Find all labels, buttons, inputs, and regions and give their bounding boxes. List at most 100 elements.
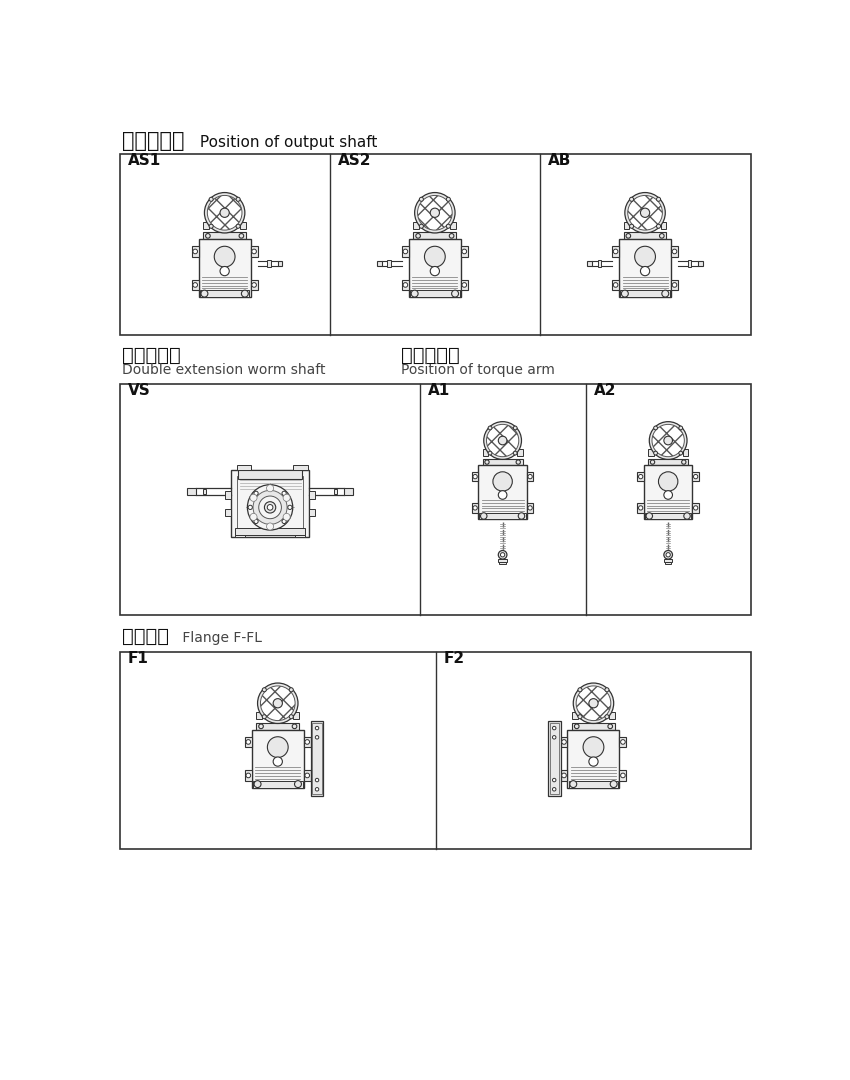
Bar	[665, 562, 672, 564]
Text: AS2: AS2	[337, 153, 371, 168]
Circle shape	[679, 427, 683, 430]
Circle shape	[273, 699, 282, 707]
Circle shape	[562, 773, 566, 778]
Circle shape	[573, 683, 614, 724]
Circle shape	[576, 686, 611, 720]
Circle shape	[488, 451, 492, 455]
Circle shape	[662, 291, 669, 297]
Circle shape	[258, 724, 264, 729]
Circle shape	[416, 233, 421, 239]
Text: Double extension worm shaft: Double extension worm shaft	[122, 363, 326, 377]
Bar	[548, 721, 560, 796]
Circle shape	[652, 424, 684, 457]
Bar	[479, 465, 527, 519]
Bar	[237, 464, 251, 470]
Bar	[251, 280, 258, 291]
Circle shape	[650, 460, 654, 464]
Bar	[550, 724, 558, 794]
Circle shape	[239, 233, 244, 239]
Circle shape	[315, 735, 319, 739]
Text: VS: VS	[128, 383, 150, 399]
Bar	[612, 280, 619, 291]
Bar	[619, 240, 671, 297]
Bar	[402, 280, 409, 291]
Circle shape	[654, 427, 657, 430]
Circle shape	[501, 553, 505, 557]
Circle shape	[294, 781, 302, 787]
Text: Position of output shaft: Position of output shaft	[196, 135, 377, 149]
Bar	[203, 222, 209, 229]
Circle shape	[305, 740, 309, 744]
Circle shape	[638, 505, 643, 510]
Bar	[693, 503, 699, 513]
Circle shape	[241, 291, 248, 297]
Bar	[313, 724, 321, 794]
Bar	[192, 246, 199, 257]
Bar	[120, 154, 751, 335]
Circle shape	[614, 283, 618, 287]
Bar	[293, 464, 308, 470]
Circle shape	[516, 460, 520, 464]
Circle shape	[664, 490, 672, 499]
Bar	[199, 240, 251, 297]
Bar	[461, 280, 468, 291]
Bar	[253, 781, 303, 787]
Bar	[268, 260, 271, 268]
Circle shape	[282, 491, 286, 496]
Bar	[500, 562, 506, 564]
Circle shape	[589, 699, 598, 707]
Circle shape	[209, 198, 213, 201]
Bar	[572, 713, 578, 719]
Bar	[568, 730, 620, 787]
Circle shape	[253, 490, 287, 525]
Circle shape	[220, 208, 230, 217]
Bar	[295, 535, 305, 538]
Circle shape	[403, 283, 408, 287]
Circle shape	[264, 502, 275, 513]
Circle shape	[484, 460, 489, 464]
Circle shape	[513, 427, 517, 430]
Circle shape	[417, 195, 452, 230]
Circle shape	[552, 735, 556, 739]
Circle shape	[682, 460, 686, 464]
Bar	[479, 513, 526, 519]
Bar	[560, 770, 568, 781]
Circle shape	[205, 192, 245, 233]
Circle shape	[283, 495, 290, 501]
Circle shape	[605, 688, 609, 692]
Bar	[472, 503, 479, 513]
Circle shape	[214, 246, 235, 267]
Text: AS1: AS1	[128, 153, 161, 168]
Circle shape	[315, 779, 319, 782]
Bar	[203, 489, 207, 494]
Bar	[187, 488, 196, 495]
Circle shape	[209, 225, 213, 228]
Bar	[649, 459, 688, 465]
Bar	[609, 713, 615, 719]
Circle shape	[620, 740, 626, 744]
Circle shape	[288, 505, 292, 510]
Text: 法兰位置: 法兰位置	[122, 626, 169, 646]
Circle shape	[589, 757, 598, 766]
Circle shape	[552, 727, 556, 730]
Bar	[413, 222, 419, 229]
Circle shape	[620, 773, 626, 778]
Text: 输出轴配置: 输出轴配置	[122, 131, 184, 150]
Circle shape	[646, 513, 653, 519]
Bar	[527, 503, 533, 513]
Bar	[620, 737, 626, 747]
Bar	[645, 513, 691, 519]
Bar	[688, 260, 691, 268]
Circle shape	[267, 504, 273, 510]
Bar	[620, 770, 626, 781]
Circle shape	[656, 198, 660, 201]
Circle shape	[552, 779, 556, 782]
Bar	[235, 535, 246, 538]
Bar	[698, 260, 703, 267]
Circle shape	[480, 513, 487, 519]
Bar	[624, 232, 666, 240]
Circle shape	[488, 427, 492, 430]
Circle shape	[292, 724, 297, 729]
Bar	[303, 770, 311, 781]
Bar	[450, 222, 456, 229]
